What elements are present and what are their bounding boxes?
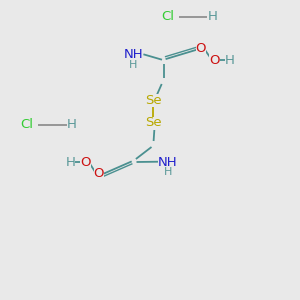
Text: NH: NH [124,47,143,61]
Text: Cl: Cl [20,118,34,131]
Text: H: H [208,10,218,23]
Text: O: O [80,155,91,169]
Text: Se: Se [145,116,161,130]
Text: O: O [94,167,104,180]
Text: H: H [225,53,234,67]
Text: H: H [129,59,138,70]
Text: O: O [209,53,220,67]
Text: NH: NH [158,155,178,169]
Text: Cl: Cl [161,10,175,23]
Text: H: H [164,167,172,177]
Text: H: H [66,155,75,169]
Text: Se: Se [145,94,161,107]
Text: O: O [196,42,206,55]
Text: H: H [67,118,77,131]
